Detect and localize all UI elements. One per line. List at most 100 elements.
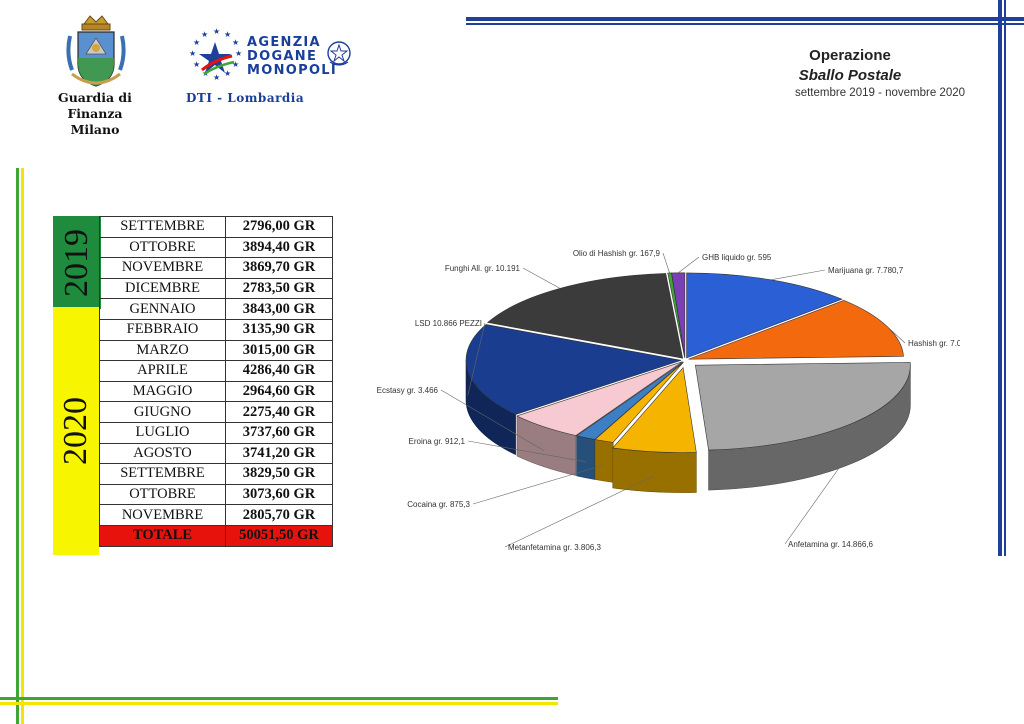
table-row: NOVEMBRE 2805,70 GR bbox=[99, 504, 333, 526]
svg-text:★: ★ bbox=[201, 30, 208, 39]
pie-slice-side bbox=[612, 447, 697, 493]
svg-text:★: ★ bbox=[193, 60, 200, 69]
value-cell: 2275,40 GR bbox=[225, 401, 333, 423]
value-cell: 3737,60 GR bbox=[225, 421, 333, 444]
leader-line bbox=[522, 267, 561, 289]
value-cell: 3869,70 GR bbox=[225, 257, 333, 279]
svg-text:★: ★ bbox=[224, 69, 231, 78]
pie-slice bbox=[612, 366, 697, 453]
pie-slice bbox=[465, 324, 682, 415]
leader-line bbox=[504, 475, 655, 548]
value-cell: 4286,40 GR bbox=[225, 360, 333, 382]
right-blue-stripe bbox=[998, 0, 1002, 556]
adm-line2: DOGANE bbox=[247, 49, 318, 64]
leader-line bbox=[440, 389, 545, 452]
table-row: MARZO 3015,00 GR bbox=[99, 339, 333, 362]
slice-label: Funghi All. gr. 10.191 bbox=[445, 264, 521, 273]
italian-republic-emblem-icon bbox=[327, 41, 351, 66]
month-cell: MAGGIO bbox=[99, 380, 226, 403]
adm-wordmark: AGENZIA DOGANE MONOPOLI bbox=[247, 36, 337, 78]
operation-name: Sballo Postale bbox=[798, 67, 902, 84]
total-row: TOTALE 50051,50 GR bbox=[99, 524, 333, 547]
slice-label: Hashish gr. 7.045,4 bbox=[908, 339, 960, 348]
left-green-stripe bbox=[16, 168, 19, 724]
adm-star-circle-logo: ★ ★ ★ ★ ★ ★ ★ ★ ★ ★ ★ ★ bbox=[189, 27, 242, 82]
month-cell: SETTEMBRE bbox=[99, 463, 226, 485]
svg-text:★: ★ bbox=[189, 49, 196, 58]
pie-slice bbox=[575, 361, 684, 440]
value-cell: 2805,70 GR bbox=[225, 504, 333, 526]
value-cell: 3894,40 GR bbox=[225, 236, 333, 259]
monthly-seizures-table: SETTEMBRE 2796,00 GR OTTOBRE 3894,40 GR NOVE… bbox=[99, 216, 333, 547]
month-cell: FEBBRAIO bbox=[99, 318, 226, 341]
month-cell: LUGLIO bbox=[99, 421, 226, 444]
slice-label: Olio di Hashish gr. 167,9 bbox=[573, 249, 661, 258]
operation-period: settembre 2019 - novembre 2020 bbox=[794, 87, 966, 99]
slice-label: GHB liquido gr. 595 bbox=[702, 253, 772, 262]
month-cell: NOVEMBRE bbox=[99, 504, 226, 526]
svg-text:★: ★ bbox=[193, 38, 200, 47]
pie-slice-side bbox=[576, 435, 596, 480]
month-cell: SETTEMBRE bbox=[99, 216, 226, 238]
month-cell: NOVEMBRE bbox=[99, 257, 226, 279]
left-yellow-stripe bbox=[21, 168, 24, 724]
table-row: OTTOBRE 3894,40 GR bbox=[99, 236, 333, 259]
year-2020-label: 2020 bbox=[57, 397, 94, 465]
svg-text:★: ★ bbox=[224, 30, 231, 39]
month-cell: MARZO bbox=[99, 339, 226, 362]
svg-text:★: ★ bbox=[235, 49, 242, 58]
month-cell: OTTOBRE bbox=[99, 483, 226, 506]
pie-slice bbox=[516, 361, 683, 436]
slice-label: LSD 10.866 PEZZI bbox=[415, 319, 482, 328]
slice-label: Eroina gr. 912,1 bbox=[409, 437, 466, 446]
month-cell: APRILE bbox=[99, 360, 226, 382]
table-row: OTTOBRE 3073,60 GR bbox=[99, 483, 333, 506]
bottom-yellow-stripe bbox=[0, 702, 558, 705]
total-value: 50051,50 GR bbox=[225, 524, 333, 547]
pie-slice bbox=[487, 273, 684, 359]
leader-line bbox=[662, 252, 670, 274]
value-cell: 3015,00 GR bbox=[225, 339, 333, 362]
adm-line3: MONOPOLI bbox=[247, 63, 338, 78]
gdf-name-line1: Guardia di Finanza bbox=[58, 90, 132, 121]
svg-text:★: ★ bbox=[232, 60, 239, 69]
table-row: FEBBRAIO 3135,90 GR bbox=[99, 318, 333, 341]
table-row: AGOSTO 3741,20 GR bbox=[99, 442, 333, 465]
month-cell: OTTOBRE bbox=[99, 236, 226, 259]
value-cell: 3741,20 GR bbox=[225, 442, 333, 465]
dti-lombardia-label: DTI - Lombardia bbox=[186, 91, 305, 105]
value-cell: 2783,50 GR bbox=[225, 277, 333, 300]
month-cell: DICEMBRE bbox=[99, 277, 226, 300]
leader-line bbox=[770, 269, 826, 281]
table-row: NOVEMBRE 3869,70 GR bbox=[99, 257, 333, 279]
adm-line1: AGENZIA bbox=[247, 35, 321, 50]
top-right-blue-stripe-thin bbox=[466, 23, 1024, 25]
table-row: GIUGNO 2275,40 GR bbox=[99, 401, 333, 423]
leader-line bbox=[467, 440, 586, 462]
operation-title: Operazione bbox=[809, 47, 891, 64]
pie-slice bbox=[688, 300, 904, 360]
table-row: SETTEMBRE 2796,00 GR bbox=[99, 216, 333, 238]
top-right-blue-stripe bbox=[466, 17, 1024, 21]
right-blue-stripe-thin bbox=[1004, 0, 1006, 556]
month-cell: GENNAIO bbox=[99, 298, 226, 320]
svg-text:★: ★ bbox=[232, 38, 239, 47]
year-2019-block: 2019 bbox=[53, 216, 101, 309]
guardia-di-finanza-name: Guardia di Finanza Milano bbox=[30, 90, 160, 138]
svg-text:★: ★ bbox=[213, 73, 220, 82]
bottom-green-stripe bbox=[0, 697, 558, 700]
guardia-di-finanza-crest-logo bbox=[66, 15, 126, 87]
gdf-name-line2: Milano bbox=[70, 122, 120, 137]
month-cell: AGOSTO bbox=[99, 442, 226, 465]
value-cell: 2796,00 GR bbox=[225, 216, 333, 238]
table-row: APRILE 4286,40 GR bbox=[99, 360, 333, 382]
year-2020-block: 2020 bbox=[53, 307, 99, 555]
slice-label: Ecstasy gr. 3.466 bbox=[377, 386, 439, 395]
table-row: SETTEMBRE 3829,50 GR bbox=[99, 463, 333, 485]
table-row: MAGGIO 2964,60 GR bbox=[99, 380, 333, 403]
drug-seizures-pie-chart: Marijuana gr. 7.780,7 Hashish gr. 7.045,4… bbox=[377, 249, 960, 552]
slice-label: Metanfetamina gr. 3.806,3 bbox=[508, 543, 602, 552]
table-row: DICEMBRE 2783,50 GR bbox=[99, 277, 333, 300]
leader-line bbox=[467, 322, 486, 396]
leader-line bbox=[784, 446, 855, 545]
